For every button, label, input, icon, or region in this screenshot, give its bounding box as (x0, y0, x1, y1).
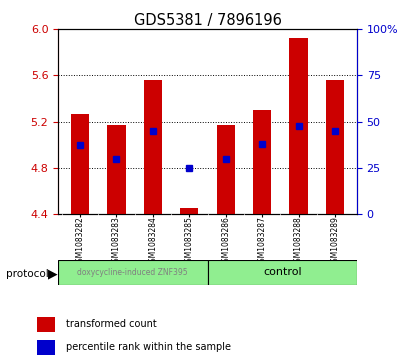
Text: GSM1083282: GSM1083282 (76, 216, 85, 267)
Text: GSM1083284: GSM1083284 (148, 216, 157, 267)
Text: GSM1083286: GSM1083286 (221, 216, 230, 267)
Text: GSM1083287: GSM1083287 (258, 216, 267, 267)
Bar (37, 339, 55, 355)
Text: GSM1083283: GSM1083283 (112, 216, 121, 267)
Text: ▶: ▶ (48, 268, 57, 281)
Text: GDS5381 / 7896196: GDS5381 / 7896196 (134, 13, 281, 28)
Text: percentile rank within the sample: percentile rank within the sample (66, 342, 231, 352)
Text: GSM1083289: GSM1083289 (330, 216, 339, 267)
Bar (58, 260, 208, 285)
Text: doxycycline-induced ZNF395: doxycycline-induced ZNF395 (78, 268, 188, 277)
Text: control: control (263, 267, 302, 277)
Text: protocol: protocol (6, 269, 49, 279)
Bar (290, 38, 308, 214)
Bar (144, 80, 162, 214)
Bar (217, 125, 235, 214)
Bar (37, 317, 55, 332)
Text: transformed count: transformed count (66, 319, 157, 330)
Text: GSM1083285: GSM1083285 (185, 216, 194, 267)
Text: GSM1083288: GSM1083288 (294, 216, 303, 267)
Bar (326, 80, 344, 214)
Bar (208, 260, 357, 285)
Bar (71, 114, 89, 214)
Bar (180, 208, 198, 214)
Bar (253, 110, 271, 214)
Bar (107, 125, 125, 214)
